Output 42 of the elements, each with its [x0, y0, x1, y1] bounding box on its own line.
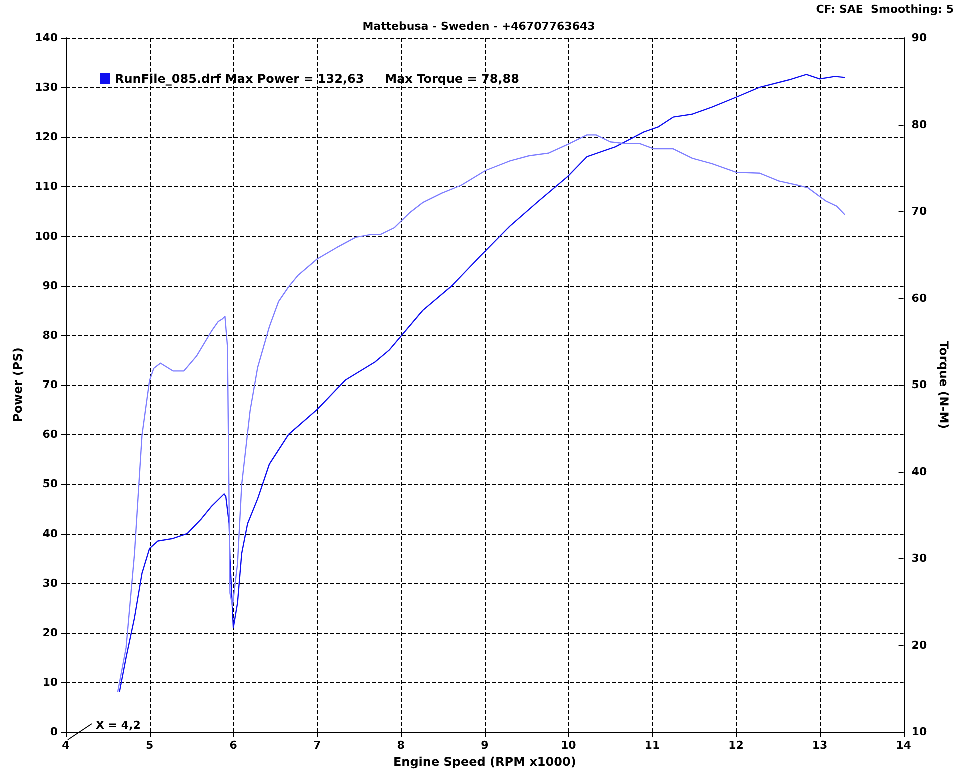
annotation: X = 4,2 — [96, 719, 141, 732]
y2-tick-label: 80 — [912, 118, 928, 132]
y-tick-label: 110 — [35, 180, 58, 194]
y-tick-label: 80 — [42, 328, 58, 342]
y-tick-label: 40 — [42, 527, 58, 540]
x-tick-label: 9 — [481, 739, 489, 752]
y2-tick-label: 60 — [912, 292, 928, 305]
y-tick-label: 60 — [42, 428, 58, 442]
x-tick-label: 7 — [314, 739, 322, 752]
y2-tick-label: 40 — [912, 465, 928, 478]
y-tick-label: 120 — [35, 130, 58, 144]
y-axis-title: Power (PS) — [11, 348, 25, 422]
y2-tick-label: 20 — [912, 638, 928, 652]
y2-tick-label: 30 — [912, 552, 928, 566]
y-tick-label: 100 — [35, 230, 58, 243]
x-tick-label: 12 — [728, 739, 744, 752]
text: CF: SAE Smoothing: 5 — [816, 3, 954, 16]
y-tick-label: 140 — [35, 32, 58, 44]
x-tick-label: 8 — [397, 739, 405, 752]
y-tick-label: 10 — [42, 676, 58, 690]
y2-tick-label: 50 — [912, 378, 928, 392]
x-tick-label: 11 — [644, 739, 660, 752]
x-tick-label: 10 — [561, 739, 577, 752]
y-tick-label: 50 — [42, 478, 58, 491]
x-tick-label: 4 — [62, 739, 70, 752]
y-tick-label: 130 — [35, 81, 58, 94]
x-tick-label: 14 — [896, 739, 912, 752]
x-tick-label: 5 — [146, 739, 154, 752]
y-tick-label: 90 — [42, 279, 58, 292]
y2-axis-title: Torque (N-M) — [937, 340, 951, 430]
y2-tick-label: 10 — [912, 726, 928, 739]
legend-label: RunFile_085.drf Max Power = 132,63 Max Torque = 78,88 — [115, 72, 520, 86]
y2-tick-label: 70 — [912, 205, 928, 218]
y-tick-label: 70 — [42, 378, 58, 392]
y-tick-label: 20 — [42, 626, 58, 640]
y-tick-label: 30 — [42, 576, 58, 590]
x-tick-label: 6 — [230, 739, 238, 752]
x-tick-label: 13 — [812, 739, 828, 752]
chart-title: Mattebusa - Sweden - +46707763643 — [362, 20, 596, 33]
x-axis-title: Engine Speed (RPM x1000) — [393, 755, 576, 769]
y2-tick-label: 90 — [912, 32, 928, 44]
y-tick-label: 0 — [50, 726, 58, 739]
